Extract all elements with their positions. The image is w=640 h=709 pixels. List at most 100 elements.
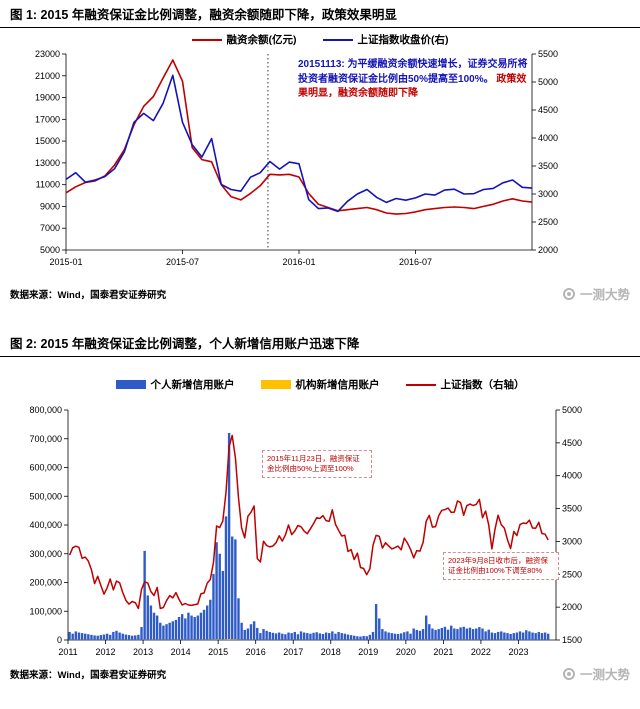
figure-2: 图 2: 2015 年融资保证金比例调整，个人新增信用账户迅速下降 0 100,0… bbox=[0, 329, 640, 683]
figure2-source: 数据来源：Wind，国泰君安证券研究 bbox=[10, 669, 167, 681]
svg-text:13000: 13000 bbox=[35, 158, 60, 168]
svg-text:2017: 2017 bbox=[283, 647, 303, 657]
svg-text:5000: 5000 bbox=[40, 245, 60, 255]
svg-text:5500: 5500 bbox=[538, 49, 558, 59]
svg-text:2011: 2011 bbox=[58, 647, 77, 657]
figure2-annotation-2015: 2015年11月23日，融资保证金比例由50%上调至100% bbox=[262, 450, 372, 479]
figure2-title-rule bbox=[0, 356, 640, 357]
figure2-source-row: 数据来源：Wind，国泰君安证券研究 一测大势 bbox=[0, 660, 640, 683]
figure1-plot: 5000 7000 9000 11000 13000 15000 17000 19000 210… bbox=[35, 49, 558, 267]
figure1-series-0 bbox=[65, 59, 533, 215]
svg-text:2018: 2018 bbox=[321, 647, 341, 657]
svg-text:2022: 2022 bbox=[471, 647, 491, 657]
yellow-bar-sample-icon bbox=[260, 380, 291, 389]
svg-text:5000: 5000 bbox=[538, 77, 558, 87]
figure1-title-rule bbox=[0, 27, 640, 28]
svg-text:11000: 11000 bbox=[36, 180, 60, 190]
figure1-annotation-policy-text: 20151113: 为平缓融资余额快速增长，证券交易所将投资者融资保证金比例由5… bbox=[298, 59, 528, 85]
svg-text:2500: 2500 bbox=[562, 569, 582, 579]
red-line-sample-icon bbox=[191, 38, 222, 41]
figure2-annotation-2023: 2023年9月8日收市后，融资保证金比例由100%下调至80% bbox=[443, 552, 559, 581]
svg-text:200,000: 200,000 bbox=[29, 578, 62, 588]
svg-text:17000: 17000 bbox=[35, 114, 60, 124]
watermark-text: 一测大势 bbox=[579, 668, 630, 682]
figure1-title: 图 1: 2015 年融资保证金比例调整，融资余额随即下降，政策效果明显 bbox=[10, 8, 397, 22]
svg-text:600,000: 600,000 bbox=[29, 463, 62, 473]
svg-text:0: 0 bbox=[57, 635, 62, 645]
svg-text:2019: 2019 bbox=[358, 647, 378, 657]
svg-text:21000: 21000 bbox=[35, 71, 60, 81]
report-page: 图 1: 2015 年融资保证金比例调整，融资余额随即下降，政策效果明显 500… bbox=[0, 0, 640, 683]
legend-item-margin-balance: 融资余额(亿元) bbox=[191, 32, 297, 47]
svg-text:4000: 4000 bbox=[538, 133, 558, 143]
blue-line-sample-icon bbox=[322, 38, 353, 41]
svg-text:2013: 2013 bbox=[133, 647, 153, 657]
svg-text:800,000: 800,000 bbox=[29, 405, 62, 415]
legend-label-sse-close: 上证指数收盘价(右) bbox=[357, 34, 449, 46]
figure2-chart-area: 0 100,000 200,000 300,000 400,000 500,000 600,… bbox=[0, 357, 640, 660]
legend-label-individual-accounts: 个人新增信用账户 bbox=[150, 379, 235, 391]
figure2-plot: 0 100,000 200,000 300,000 400,000 500,000 600,… bbox=[29, 405, 582, 657]
figure1-source-row: 数据来源：Wind，国泰君安证券研究 一测大势 bbox=[0, 280, 640, 303]
svg-text:3500: 3500 bbox=[562, 504, 582, 514]
svg-text:4500: 4500 bbox=[538, 105, 558, 115]
legend-label-margin-balance: 融资余额(亿元) bbox=[226, 34, 297, 46]
svg-text:4000: 4000 bbox=[562, 471, 582, 481]
figure1-series-1 bbox=[65, 74, 533, 213]
svg-text:300,000: 300,000 bbox=[29, 549, 62, 559]
legend-label-sse-index: 上证指数（右轴） bbox=[440, 379, 525, 391]
svg-text:3500: 3500 bbox=[538, 161, 558, 171]
svg-text:4500: 4500 bbox=[562, 438, 582, 448]
svg-text:2500: 2500 bbox=[538, 217, 558, 227]
figure2-legend: 个人新增信用账户 机构新增信用账户 上证指数（右轴） bbox=[0, 377, 640, 392]
watermark-logo-icon bbox=[562, 667, 575, 680]
svg-text:2000: 2000 bbox=[538, 245, 558, 255]
figure2-bars bbox=[68, 433, 550, 641]
figure2-watermark: 一测大势 bbox=[562, 664, 630, 683]
legend-item-individual-accounts: 个人新增信用账户 bbox=[115, 377, 235, 392]
figure2-axes: 0 100,000 200,000 300,000 400,000 500,000 600,… bbox=[29, 405, 582, 657]
svg-text:19000: 19000 bbox=[35, 93, 60, 103]
svg-text:2016: 2016 bbox=[246, 647, 266, 657]
svg-text:2021: 2021 bbox=[433, 647, 453, 657]
svg-text:2015-07: 2015-07 bbox=[166, 257, 199, 267]
svg-text:2015-01: 2015-01 bbox=[49, 257, 82, 267]
svg-text:2015: 2015 bbox=[208, 647, 228, 657]
watermark-text: 一测大势 bbox=[579, 288, 630, 302]
legend-item-institution-accounts: 机构新增信用账户 bbox=[260, 377, 380, 392]
figure1-legend: 融资余额(亿元) 上证指数收盘价(右) bbox=[0, 32, 640, 47]
figure1-annotation: 20151113: 为平缓融资余额快速增长，证券交易所将投资者融资保证金比例由5… bbox=[298, 58, 530, 102]
svg-text:400,000: 400,000 bbox=[29, 520, 62, 530]
svg-text:9000: 9000 bbox=[40, 201, 60, 211]
svg-text:500,000: 500,000 bbox=[29, 491, 62, 501]
legend-label-institution-accounts: 机构新增信用账户 bbox=[295, 379, 380, 391]
svg-text:1500: 1500 bbox=[562, 635, 582, 645]
svg-text:2016-07: 2016-07 bbox=[399, 257, 432, 267]
svg-text:5000: 5000 bbox=[562, 405, 582, 415]
svg-text:2020: 2020 bbox=[396, 647, 416, 657]
figure-1: 图 1: 2015 年融资保证金比例调整，融资余额随即下降，政策效果明显 500… bbox=[0, 0, 640, 303]
legend-item-sse-index: 上证指数（右轴） bbox=[405, 377, 525, 392]
svg-text:100,000: 100,000 bbox=[29, 606, 62, 616]
watermark-logo-icon bbox=[562, 287, 575, 300]
figure1-watermark: 一测大势 bbox=[562, 284, 630, 303]
svg-text:2023: 2023 bbox=[508, 647, 528, 657]
svg-text:23000: 23000 bbox=[35, 49, 60, 59]
svg-text:7000: 7000 bbox=[40, 223, 60, 233]
legend-item-sse-close: 上证指数收盘价(右) bbox=[322, 32, 449, 47]
svg-text:2016-01: 2016-01 bbox=[282, 257, 315, 267]
svg-text:2012: 2012 bbox=[96, 647, 116, 657]
svg-text:3000: 3000 bbox=[538, 189, 558, 199]
figure2-title: 图 2: 2015 年融资保证金比例调整，个人新增信用账户迅速下降 bbox=[10, 337, 360, 351]
blue-bar-sample-icon bbox=[115, 380, 146, 389]
svg-text:2014: 2014 bbox=[171, 647, 191, 657]
figure1-source: 数据来源：Wind，国泰君安证券研究 bbox=[10, 289, 167, 301]
svg-text:3000: 3000 bbox=[562, 536, 582, 546]
figure1-axes: 5000 7000 9000 11000 13000 15000 17000 19000 210… bbox=[35, 49, 558, 267]
svg-text:700,000: 700,000 bbox=[29, 434, 62, 444]
svg-text:2000: 2000 bbox=[562, 602, 582, 612]
figure2-sse-line bbox=[68, 434, 549, 610]
figure1-chart-area: 5000 7000 9000 11000 13000 15000 17000 19000 210… bbox=[0, 28, 640, 280]
figure1-annotation-effect-text: 政策效果明显，融资余额随即下降 bbox=[298, 73, 527, 100]
red-line-sample-icon bbox=[405, 383, 436, 386]
